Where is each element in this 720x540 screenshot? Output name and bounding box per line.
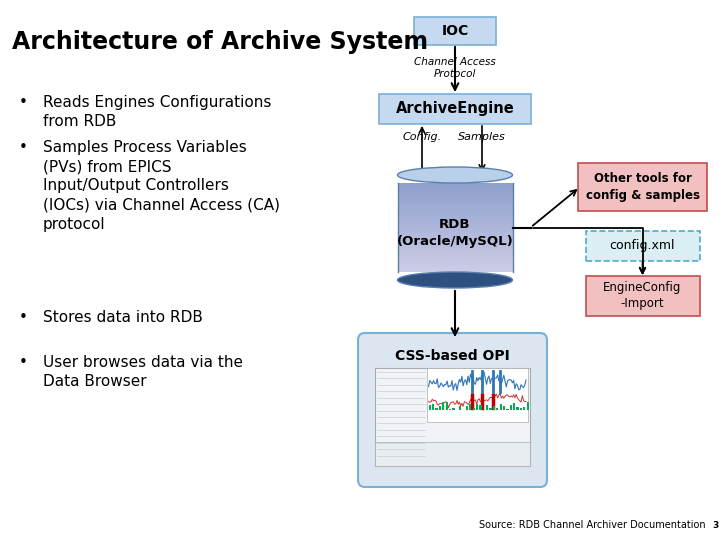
Text: IOC: IOC: [441, 24, 469, 38]
Bar: [397, 234, 513, 237]
Bar: [496, 408, 498, 410]
Bar: [397, 212, 513, 214]
FancyBboxPatch shape: [414, 17, 496, 45]
Bar: [426, 368, 528, 422]
Bar: [523, 407, 526, 410]
Bar: [503, 406, 505, 410]
Text: •: •: [19, 310, 28, 325]
Bar: [513, 403, 516, 410]
Bar: [442, 402, 444, 410]
Bar: [476, 404, 478, 410]
Bar: [397, 249, 513, 252]
Bar: [397, 225, 513, 227]
Bar: [397, 209, 513, 212]
Bar: [397, 191, 513, 194]
Bar: [452, 408, 454, 410]
Bar: [397, 222, 513, 225]
Bar: [397, 198, 513, 201]
Text: Reads Engines Configurations
from RDB: Reads Engines Configurations from RDB: [43, 95, 271, 129]
Text: •: •: [19, 355, 28, 370]
Text: •: •: [19, 95, 28, 110]
Bar: [397, 256, 513, 259]
Bar: [397, 258, 513, 261]
Text: 3: 3: [712, 521, 719, 530]
Bar: [397, 187, 513, 190]
Bar: [397, 205, 513, 207]
Bar: [446, 402, 448, 410]
Bar: [397, 265, 513, 267]
Bar: [397, 267, 513, 270]
Bar: [500, 404, 502, 410]
Bar: [397, 232, 513, 234]
Text: ArchiveEngine: ArchiveEngine: [395, 102, 514, 117]
Text: config.xml: config.xml: [610, 240, 675, 253]
Ellipse shape: [397, 167, 513, 183]
Bar: [397, 269, 513, 272]
Bar: [397, 202, 513, 205]
Bar: [466, 406, 468, 410]
Bar: [375, 368, 530, 466]
Bar: [375, 442, 530, 466]
Bar: [397, 189, 513, 192]
Bar: [526, 402, 529, 410]
Bar: [510, 406, 512, 410]
Bar: [397, 183, 513, 185]
FancyBboxPatch shape: [578, 163, 707, 211]
Bar: [397, 252, 513, 254]
Ellipse shape: [397, 272, 513, 288]
Bar: [397, 220, 513, 223]
Bar: [449, 409, 451, 410]
Bar: [397, 242, 513, 245]
Bar: [397, 238, 513, 241]
Bar: [397, 218, 513, 221]
Bar: [436, 408, 438, 410]
Text: Other tools for
config & samples: Other tools for config & samples: [585, 172, 700, 201]
Bar: [459, 406, 462, 410]
Bar: [472, 408, 474, 410]
Bar: [397, 227, 513, 229]
Bar: [428, 405, 431, 410]
Bar: [506, 409, 508, 410]
Text: Config.: Config.: [402, 132, 441, 142]
FancyBboxPatch shape: [379, 94, 531, 124]
Bar: [397, 214, 513, 217]
Bar: [480, 405, 482, 410]
Text: EngineConfig
-Import: EngineConfig -Import: [603, 281, 682, 310]
Bar: [397, 200, 513, 203]
Bar: [469, 404, 472, 410]
Text: CSS-based OPI: CSS-based OPI: [395, 349, 510, 363]
Bar: [397, 240, 513, 243]
Text: •: •: [19, 140, 28, 155]
Text: Architecture of Archive System: Architecture of Archive System: [12, 30, 428, 54]
Bar: [397, 196, 513, 199]
Bar: [492, 407, 495, 410]
Bar: [516, 407, 518, 410]
Bar: [397, 236, 513, 239]
Bar: [397, 229, 513, 232]
Text: User browses data via the
Data Browser: User browses data via the Data Browser: [43, 355, 243, 389]
Text: RDB
(Oracle/MySQL): RDB (Oracle/MySQL): [397, 218, 513, 247]
Text: Channel Access
Protocol: Channel Access Protocol: [414, 57, 496, 79]
Bar: [397, 185, 513, 187]
Bar: [397, 254, 513, 256]
Bar: [490, 408, 492, 410]
Bar: [432, 404, 434, 410]
Text: Stores data into RDB: Stores data into RDB: [43, 310, 203, 325]
Text: Source: RDB Channel Archiver Documentation: Source: RDB Channel Archiver Documentati…: [480, 520, 706, 530]
Text: Samples Process Variables
(PVs) from EPICS
Input/Output Controllers
(IOCs) via C: Samples Process Variables (PVs) from EPI…: [43, 140, 280, 232]
Bar: [486, 405, 488, 410]
Bar: [397, 194, 513, 197]
Text: Samples: Samples: [458, 132, 506, 142]
FancyBboxPatch shape: [585, 276, 700, 316]
FancyBboxPatch shape: [358, 333, 547, 487]
Bar: [438, 406, 441, 410]
Bar: [520, 408, 522, 410]
Bar: [397, 245, 513, 247]
FancyBboxPatch shape: [585, 231, 700, 261]
Bar: [397, 216, 513, 219]
Bar: [397, 207, 513, 210]
Bar: [397, 262, 513, 265]
Bar: [397, 260, 513, 263]
Bar: [397, 247, 513, 249]
